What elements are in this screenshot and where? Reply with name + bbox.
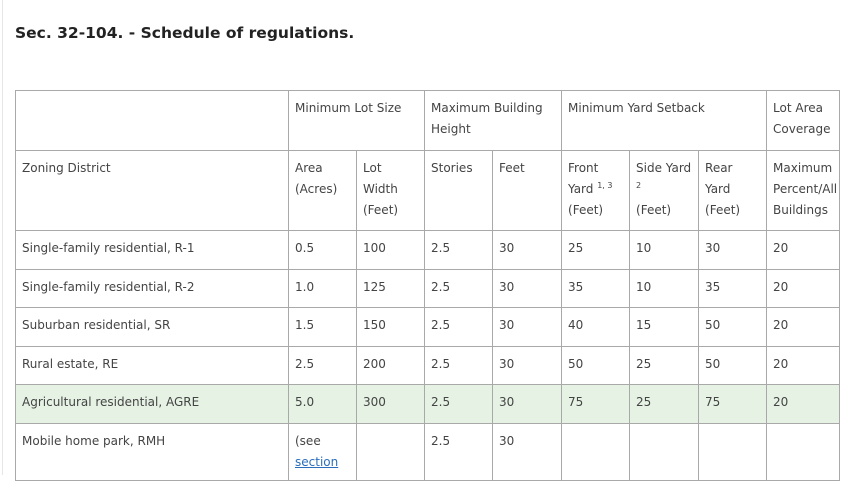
table-cell [629, 422, 700, 481]
see-text: (see [295, 433, 321, 448]
table-cell: 50 [698, 345, 768, 385]
table-cell: 75 [698, 384, 768, 424]
table-cell [766, 422, 841, 481]
header-min-yard-setback: Minimum Yard Setback [561, 90, 768, 151]
table-cell: 10 [629, 230, 700, 270]
table-cell [356, 422, 425, 481]
table-cell: 30 [491, 345, 563, 385]
table-cell: 100 [356, 230, 425, 270]
table-cell: 20 [766, 384, 841, 424]
col-coverage: Maximum Percent/All Buildings [766, 150, 841, 231]
table-cell: 75 [561, 384, 631, 424]
header-empty [15, 90, 289, 151]
table-cell: 2.5 [424, 422, 493, 481]
table-cell: 25 [629, 384, 700, 424]
zoning-district-cell: Agricultural residential, AGRE [15, 384, 289, 424]
table-cell: (see section [288, 422, 357, 481]
table-row: Agricultural residential, AGRE 5.0 300 2.5 3… [15, 384, 841, 424]
page-edge [2, 0, 3, 475]
table-cell: 25 [561, 230, 631, 270]
zoning-district-cell: Suburban residential, SR [15, 307, 289, 347]
zoning-district-cell: Single-family residential, R-2 [15, 268, 289, 308]
side-yard-footnote: 2 [636, 181, 642, 190]
zoning-district-cell: Single-family residential, R-1 [15, 230, 289, 270]
table-cell: 150 [356, 307, 425, 347]
table-cell: 50 [561, 345, 631, 385]
table-cell: 10 [629, 268, 700, 308]
col-area: Area (Acres) [288, 150, 357, 231]
table-cell: 200 [356, 345, 425, 385]
table-row: Suburban residential, SR 1.5 150 2.5 30 40 15 5… [15, 307, 841, 347]
page-title: Sec. 32-104. - Schedule of regulations. [15, 24, 355, 42]
header-row-columns: Zoning District Area (Acres) Lot Width (… [15, 150, 841, 231]
table-cell: 0.5 [288, 230, 357, 270]
table-cell: 1.5 [288, 307, 357, 347]
header-max-building-height: Maximum Building Height [423, 90, 563, 151]
table-row: Single-family residential, R-1 0.5 100 2.5 3… [15, 230, 841, 270]
table-cell: 5.0 [288, 384, 357, 424]
side-yard-unit: (Feet) [636, 203, 672, 217]
table-cell: 30 [491, 307, 563, 347]
side-yard-label: Side Yard [636, 161, 692, 175]
table-cell: 2.5 [288, 345, 357, 385]
table-cell: 30 [491, 422, 563, 481]
table-cell [561, 422, 631, 481]
header-min-lot-size: Minimum Lot Size [288, 90, 425, 151]
header-row-groups: Minimum Lot Size Maximum Building Height… [15, 90, 841, 151]
table-cell: 20 [766, 307, 841, 347]
table-cell: 30 [491, 268, 563, 308]
table-cell: 2.5 [424, 384, 493, 424]
table-cell: 2.5 [424, 230, 493, 270]
table-row: Single-family residential, R-2 1.0 125 2.5 3… [15, 268, 841, 308]
table-cell: 15 [629, 307, 700, 347]
table-cell: 20 [766, 230, 841, 270]
table-row: Mobile home park, RMH (see section 2.5 30 [15, 422, 841, 481]
table-cell: 50 [698, 307, 768, 347]
schedule-table: Minimum Lot Size Maximum Building Height… [15, 90, 841, 481]
table-cell: 35 [561, 268, 631, 308]
front-yard-label: Front Yard [568, 161, 599, 196]
header-lot-area-coverage: Lot Area Coverage [766, 90, 841, 151]
col-rear-yard: Rear Yard (Feet) [698, 150, 768, 231]
zoning-district-cell: Rural estate, RE [15, 345, 289, 385]
table-cell: 30 [698, 230, 768, 270]
table-cell: 20 [766, 345, 841, 385]
section-link[interactable]: section [295, 454, 339, 469]
table-cell: 2.5 [424, 268, 493, 308]
col-front-yard: Front Yard 1, 3 (Feet) [561, 150, 631, 231]
col-stories: Stories [424, 150, 493, 231]
table-cell: 35 [698, 268, 768, 308]
table-cell [698, 422, 768, 481]
zoning-district-cell: Mobile home park, RMH [15, 422, 289, 481]
table-cell: 125 [356, 268, 425, 308]
table-cell: 30 [491, 230, 563, 270]
table-cell: 300 [356, 384, 425, 424]
table-cell: 2.5 [424, 345, 493, 385]
col-zoning: Zoning District [15, 150, 289, 231]
col-lot-width: Lot Width (Feet) [356, 150, 425, 231]
table-cell: 40 [561, 307, 631, 347]
table-cell: 1.0 [288, 268, 357, 308]
table-row: Rural estate, RE 2.5 200 2.5 30 50 25 50 20 [15, 345, 841, 385]
table-cell: 2.5 [424, 307, 493, 347]
table-cell: 20 [766, 268, 841, 308]
front-yard-footnote: 1, 3 [597, 181, 613, 190]
col-feet: Feet [491, 150, 563, 231]
col-side-yard: Side Yard 2 (Feet) [629, 150, 700, 231]
table-cell: 30 [491, 384, 563, 424]
front-yard-unit: (Feet) [568, 203, 604, 217]
table-cell: 25 [629, 345, 700, 385]
